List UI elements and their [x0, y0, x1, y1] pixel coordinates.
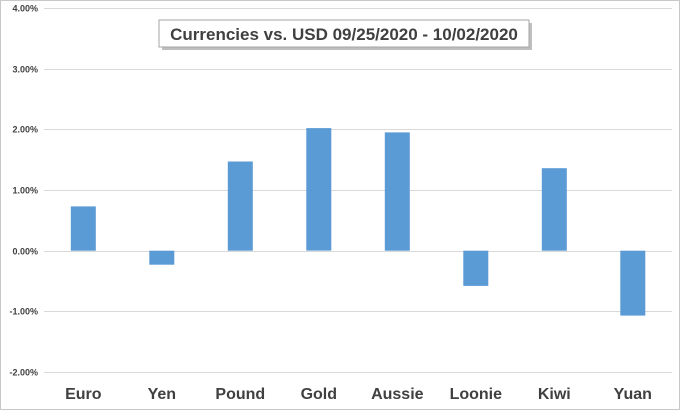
y-tick-label: 4.00% — [12, 4, 38, 14]
x-axis-category-labels: Euro Yen Pound Gold Aussie Loonie Kiwi Yuan — [65, 386, 652, 403]
bars — [70, 128, 646, 316]
x-category-label: Euro — [65, 386, 102, 403]
x-category-label: Loonie — [450, 386, 503, 403]
y-axis-tick-labels: 4.00% 3.00% 2.00% 1.00% 0.00% -1.00% -2.00% — [9, 4, 38, 378]
bar-pound — [227, 161, 253, 251]
gridlines — [44, 8, 672, 373]
x-category-label: Yen — [148, 386, 176, 403]
bar-gold — [306, 128, 332, 251]
x-category-label: Kiwi — [538, 386, 571, 403]
chart-title-box: Currencies vs. USD 09/25/2020 - 10/02/20… — [158, 19, 532, 50]
chart-title: Currencies vs. USD 09/25/2020 - 10/02/20… — [170, 25, 518, 44]
x-category-label: Yuan — [614, 386, 652, 403]
bar-yuan — [620, 250, 646, 316]
x-category-label: Pound — [215, 386, 265, 403]
y-tick-label: -1.00% — [9, 307, 38, 317]
y-tick-label: 0.00% — [12, 247, 38, 257]
bar-aussie — [384, 132, 410, 251]
x-category-label: Gold — [301, 386, 337, 403]
bar-euro — [70, 206, 96, 251]
bar-loonie — [463, 250, 489, 286]
y-tick-label: 2.00% — [12, 125, 38, 135]
y-tick-label: 3.00% — [12, 65, 38, 75]
bar-kiwi — [541, 168, 567, 251]
bar-yen — [149, 250, 175, 265]
y-tick-label: -2.00% — [9, 368, 38, 378]
y-tick-label: 1.00% — [12, 186, 38, 196]
x-category-label: Aussie — [371, 386, 424, 403]
